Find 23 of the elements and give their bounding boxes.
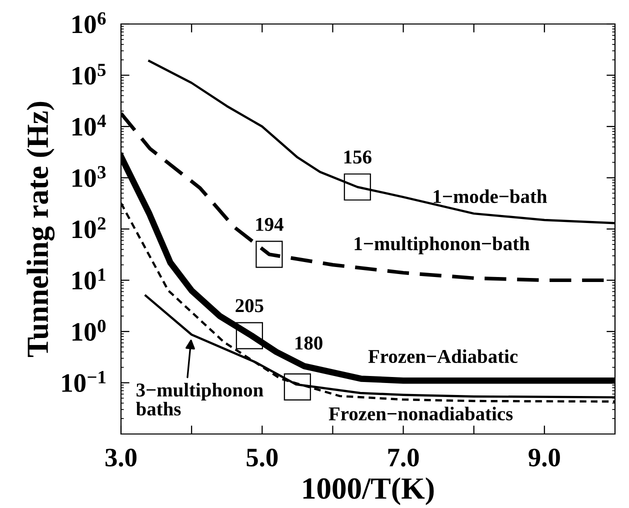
annotation: 3−multiphonon baths [136, 382, 264, 416]
x-tick-label: 7.0 [388, 448, 419, 467]
y-tick-label: 10$^{−1}$ [62, 371, 106, 392]
annotation: 194 [256, 218, 284, 231]
x-tick-label: 5.0 [246, 448, 278, 467]
x-tick-label: 9.0 [528, 448, 560, 467]
y-axis-title: Tunneling rate (Hz) [26, 102, 55, 357]
series-label: 1−mode−bath [434, 189, 547, 204]
y-tick-label: 10$^{6}$ [72, 12, 106, 34]
x-tick-label: 3.0 [106, 448, 136, 467]
y-tick-label: 10$^{3}$ [72, 166, 106, 188]
annotation: 205 [236, 299, 264, 312]
y-tick-label: 10$^{1}$ [72, 268, 106, 290]
y-tick-label: 10$^{4}$ [72, 114, 106, 136]
x-axis-title: 1000/T(K) [303, 477, 434, 506]
annotation: 156 [344, 150, 372, 164]
series-label: Frozen−nonadiabatics [328, 406, 513, 420]
y-tick-label: 10$^{5}$ [72, 64, 106, 85]
series-label: Frozen−Adiabatic [368, 349, 518, 364]
annotation: 180 [296, 336, 322, 350]
series-label: 1−multiphonon−bath [354, 236, 530, 254]
y-tick-label: 10$^{2}$ [72, 217, 106, 238]
y-tick-label: 10$^{0}$ [72, 320, 106, 341]
